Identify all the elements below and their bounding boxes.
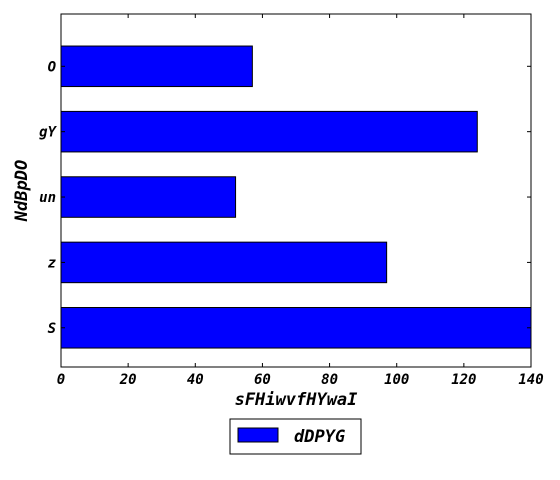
x-axis-label: sFHiwvfHYwaI <box>235 390 359 410</box>
x-tick-label: 100 <box>384 372 409 388</box>
bar-S <box>60 307 532 349</box>
y-axis-ticks: Sz un gY O <box>39 59 531 337</box>
legend: dDPYG <box>229 418 362 455</box>
x-tick-label: 60 <box>254 372 271 388</box>
x-axis-ticks: 0 20 40 60 80 100 120 140 <box>57 14 544 388</box>
legend-swatch <box>237 427 279 443</box>
bar-z <box>60 241 388 284</box>
x-tick-label: 80 <box>321 372 338 388</box>
y-tick-label: O <box>48 59 56 75</box>
bar-un <box>60 176 237 218</box>
y-tick-label: z <box>48 255 57 271</box>
legend-box <box>229 418 362 455</box>
bars-group <box>60 45 532 349</box>
y-axis-label: NdBpDO <box>12 160 32 222</box>
x-tick-label: 0 <box>57 372 65 388</box>
y-tick-label: S <box>48 321 56 337</box>
x-tick-label: 140 <box>518 372 543 388</box>
y-tick-label: un <box>39 190 56 206</box>
bar-gY <box>60 110 478 153</box>
x-tick-label: 120 <box>451 372 476 388</box>
y-tick-label: gY <box>39 125 57 141</box>
legend-label: dDPYG <box>294 427 345 447</box>
plot-area-frame <box>60 13 532 368</box>
x-tick-label: 40 <box>187 372 204 388</box>
x-tick-label: 20 <box>119 372 137 388</box>
bar-O <box>60 45 253 88</box>
